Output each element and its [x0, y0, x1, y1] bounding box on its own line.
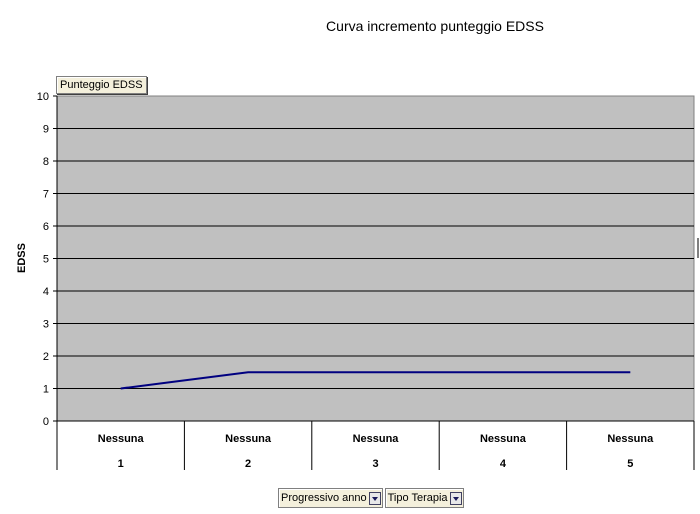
pivot-field-tipo-terapia[interactable]: Tipo Terapia: [384, 488, 464, 508]
x-group-label: Nessuna: [480, 433, 527, 445]
x-tick-label: 2: [245, 458, 251, 470]
y-tick-label: 1: [43, 384, 49, 396]
y-tick-label: 4: [43, 286, 49, 298]
y-tick-labels: 0 1 2 3 4 5 6 7 8 9 10: [37, 91, 49, 428]
x-tick-label: 4: [500, 458, 507, 470]
gridlines: [53, 95, 694, 470]
y-tick-label: 8: [43, 156, 49, 168]
pivot-field-bar: Progressivo anno Tipo Terapia: [278, 488, 464, 508]
x-tick-label: 1: [118, 458, 124, 470]
x-group-label: Nessuna: [607, 433, 654, 445]
data-field-button[interactable]: Punteggio EDSS: [56, 76, 147, 94]
y-tick-label: 2: [43, 351, 49, 363]
x-group-label: Nessuna: [225, 433, 272, 445]
y-tick-label: 5: [43, 254, 49, 266]
y-tick-label: 6: [43, 221, 49, 233]
series-lines: [120, 371, 631, 390]
chart-title: Curva incremento punteggio EDSS: [326, 18, 544, 34]
x-group-label: Nessuna: [353, 433, 400, 445]
dropdown-arrow-icon[interactable]: [368, 491, 381, 505]
y-tick-label: 0: [43, 416, 49, 428]
x-tick-label: 5: [627, 458, 633, 470]
plot-edge-marker: [697, 238, 699, 258]
pivot-field-label: Progressivo anno: [281, 492, 367, 504]
dropdown-arrow-icon[interactable]: [449, 491, 462, 505]
y-tick-label: 9: [43, 124, 49, 136]
pivot-field-progressivo-anno[interactable]: Progressivo anno: [278, 488, 383, 508]
x-axis: Nessuna 1 Nessuna 2 Nessuna 3 Nessuna 4 Nessuna 5: [56, 420, 695, 470]
y-tick-label: 7: [43, 189, 49, 201]
x-group-label: Nessuna: [98, 433, 145, 445]
y-tick-label: 10: [37, 91, 49, 103]
pivot-field-label: Tipo Terapia: [387, 492, 448, 504]
y-tick-label: 3: [43, 319, 49, 331]
x-tick-label: 3: [372, 458, 378, 470]
